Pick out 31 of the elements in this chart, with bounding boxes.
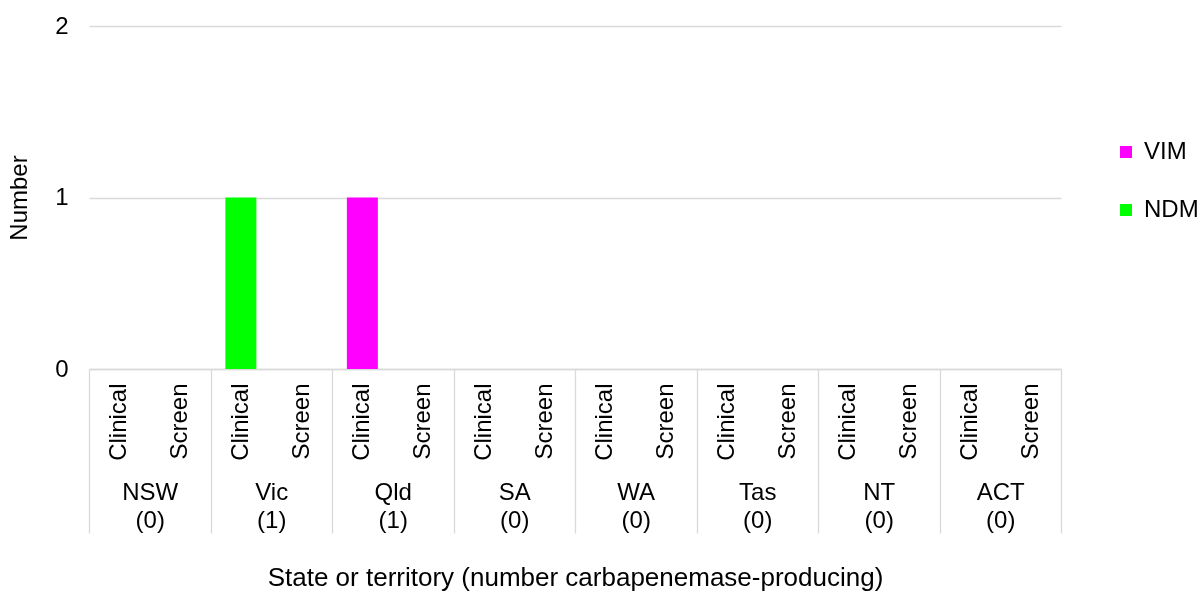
text: NT (0) — [863, 477, 896, 533]
text: NSW (0) — [122, 477, 179, 533]
x-tick-label: Clinical — [225, 383, 253, 461]
x-tick-label: Screen — [1015, 383, 1043, 460]
text: WA (0) — [617, 477, 656, 533]
y-tick-label: 1 — [55, 183, 69, 210]
x-tick-label: Clinical — [711, 383, 739, 461]
x-tick-label: Clinical — [347, 383, 375, 461]
text: Tas (0) — [739, 477, 777, 533]
x-tick-label: Clinical — [468, 383, 496, 461]
x-tick-label: Clinical — [590, 383, 618, 461]
x-tick-label: Clinical — [833, 383, 861, 461]
text: Vic (1) — [255, 477, 289, 533]
text: ACT (0) — [976, 477, 1026, 533]
x-axis-title: State or territory (number carbapenemase-producing) — [267, 562, 884, 593]
x-tick-label: Screen — [529, 383, 557, 460]
legend-label: VIM — [1144, 137, 1187, 164]
legend-label: NDM — [1144, 195, 1199, 222]
x-tick-label: Screen — [165, 383, 193, 460]
x-tick-label: Screen — [408, 383, 436, 460]
x-tick-label: Screen — [772, 383, 800, 460]
x-tick-label: Screen — [286, 383, 314, 460]
x-tick-label: Screen — [651, 383, 679, 460]
y-tick-label: 2 — [55, 11, 69, 39]
text: Qld (1) — [374, 477, 412, 533]
y-axis-title: Number — [5, 155, 33, 241]
y-tick-label: 0 — [55, 354, 69, 382]
x-tick-label: Clinical — [954, 383, 982, 461]
x-tick-label: Screen — [894, 383, 922, 460]
x-tick-label: Clinical — [104, 383, 132, 461]
text: SA (0) — [498, 477, 531, 533]
